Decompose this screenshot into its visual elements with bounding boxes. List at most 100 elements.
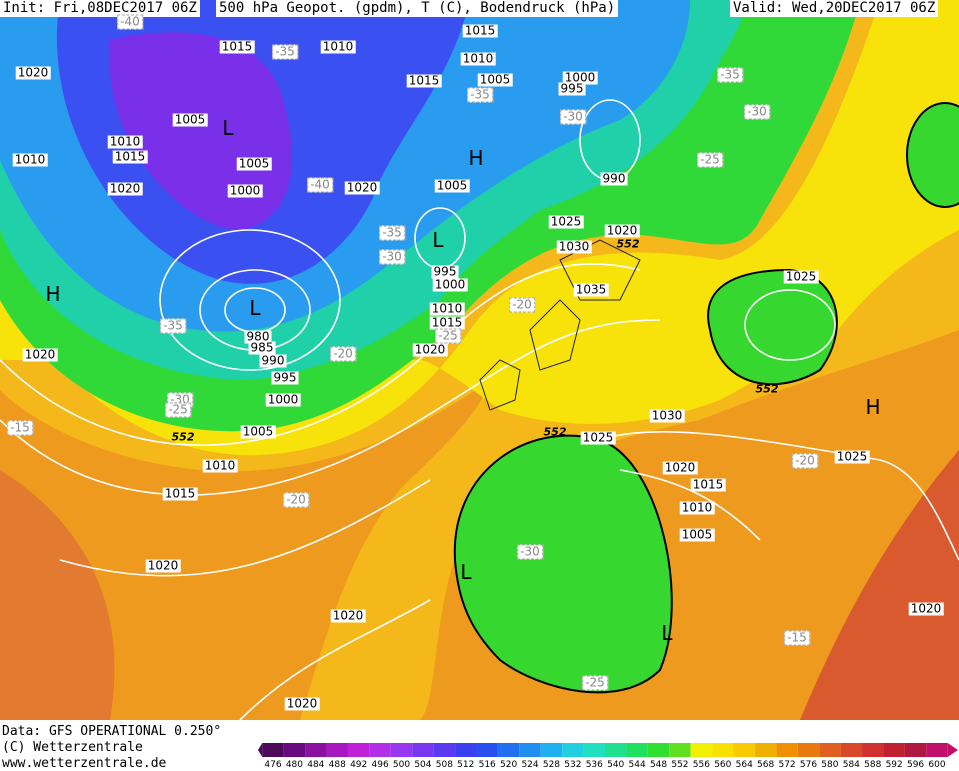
colorbar-swatch [540, 743, 563, 757]
isobar-label: 1020 [107, 181, 143, 196]
isobar-label: 1005 [679, 527, 715, 542]
temperature-label: -35 [717, 67, 743, 83]
colorbar-swatch [562, 743, 584, 757]
colorbar-label: 588 [864, 760, 882, 770]
temperature-label: -25 [697, 152, 723, 168]
temperature-label: -25 [582, 675, 608, 691]
colorbar-label: 528 [542, 760, 561, 770]
isobar-label: 1010 [107, 134, 143, 149]
isobar-label: 1005 [236, 156, 272, 171]
isobar-label: 1015 [690, 477, 726, 492]
colorbar-swatch [626, 743, 648, 757]
website: www.wetterzentrale.de [2, 756, 167, 771]
temperature-label: -20 [509, 297, 535, 313]
isobar-label: 1000 [562, 70, 598, 85]
isobar-label: 995 [431, 264, 459, 279]
isobar-label: 1020 [22, 347, 58, 362]
temperature-label: -20 [330, 346, 356, 362]
temperature-label: -15 [7, 420, 33, 436]
isobar-lines [0, 99, 959, 721]
colorbar-label: 532 [564, 760, 582, 770]
isobar-label: 1020 [284, 696, 320, 711]
colorbar-label: 572 [778, 760, 796, 770]
pressure-center: H [865, 395, 881, 419]
colorbar-label: 592 [885, 760, 903, 770]
trough-purple [109, 32, 292, 230]
colorbar-label: 536 [585, 760, 603, 770]
isobar-label: 1020 [330, 608, 366, 623]
isobar-label: 1015 [429, 315, 465, 330]
pressure-center: L [432, 228, 444, 252]
copyright: (C) Wetterzentrale [2, 740, 143, 755]
isobar-label: 990 [600, 171, 628, 186]
isobar-label: 980 [244, 329, 272, 344]
colorbar-swatch [497, 743, 520, 757]
isobar-label: 1005 [240, 424, 276, 439]
temperature-label: -20 [792, 453, 818, 469]
colorbar-swatch [797, 743, 820, 757]
temperature-label: -30 [744, 104, 770, 120]
colorbar-swatch [390, 743, 413, 757]
colorbar-swatch [712, 743, 734, 757]
colorbar-swatch [754, 743, 777, 757]
colorbar-swatch [819, 743, 841, 757]
colorbar-swatch [433, 743, 456, 757]
cold-pool [906, 102, 959, 208]
temperature-label: -35 [379, 225, 405, 241]
colorbar-swatch [733, 743, 755, 757]
isobar-label: 990 [259, 353, 287, 368]
colorbar-swatch [369, 743, 391, 757]
isobar-label: 1025 [548, 214, 584, 229]
colorbar-swatch [583, 743, 605, 757]
temperature-label: -20 [283, 492, 309, 508]
temperature-label: -30 [379, 249, 405, 265]
isobar-label: 995 [271, 370, 299, 385]
data-source: Data: GFS OPERATIONAL 0.250° [2, 724, 222, 739]
isobar-label: 995 [558, 81, 586, 96]
temperature-label: -25 [165, 402, 191, 418]
temperature-label: -40 [307, 177, 333, 193]
valid-time: Valid: Wed,20DEC2017 06Z [730, 0, 939, 17]
pressure-center: L [661, 621, 673, 645]
colorbar-label: 568 [757, 760, 775, 770]
colorbar-label: 500 [392, 760, 411, 770]
colorbar-swatch [605, 743, 627, 757]
isobar-label: 1015 [462, 23, 498, 38]
colorbar-label: 584 [842, 760, 860, 770]
pressure-center: H [468, 146, 484, 170]
colorbar-label: 508 [435, 760, 453, 770]
pressure-center: L [249, 296, 261, 320]
colorbar-label: 548 [649, 760, 668, 770]
colorbar-label: 560 [714, 760, 732, 770]
isobar-label: 1015 [219, 39, 255, 54]
warm-region [800, 450, 959, 720]
warm-region [0, 470, 115, 720]
isobar-label: 1020 [15, 65, 51, 80]
isobar-label: 1000 [265, 392, 301, 407]
colorbar-label: 540 [607, 760, 625, 770]
pressure-center: L [460, 560, 472, 584]
colorbar-swatch [262, 743, 284, 757]
cold-pool [707, 268, 838, 386]
isobar-label: 1000 [432, 277, 468, 292]
isobar-label: 1010 [460, 51, 496, 66]
colorbar-label: 600 [928, 760, 946, 770]
isobar-label: 1020 [908, 601, 944, 616]
isobar-label: 1005 [172, 112, 208, 127]
colorbar-swatch [840, 743, 863, 757]
colorbar-label: 556 [692, 760, 710, 770]
isobar-label: 1010 [429, 301, 465, 316]
isobar-label: 1000 [227, 183, 263, 198]
pressure-center: L [222, 116, 234, 140]
isobar-label: 1030 [649, 408, 685, 423]
colorbar-swatch [412, 743, 434, 757]
colorbar-swatch [669, 743, 691, 757]
colorbar-swatch [862, 743, 884, 757]
colorbar-label: 564 [735, 760, 753, 770]
isobar-label: 1020 [604, 223, 640, 238]
colorbar-swatch [455, 743, 477, 757]
isobar-label: 985 [248, 340, 276, 355]
isobar-label: 1035 [573, 282, 609, 297]
